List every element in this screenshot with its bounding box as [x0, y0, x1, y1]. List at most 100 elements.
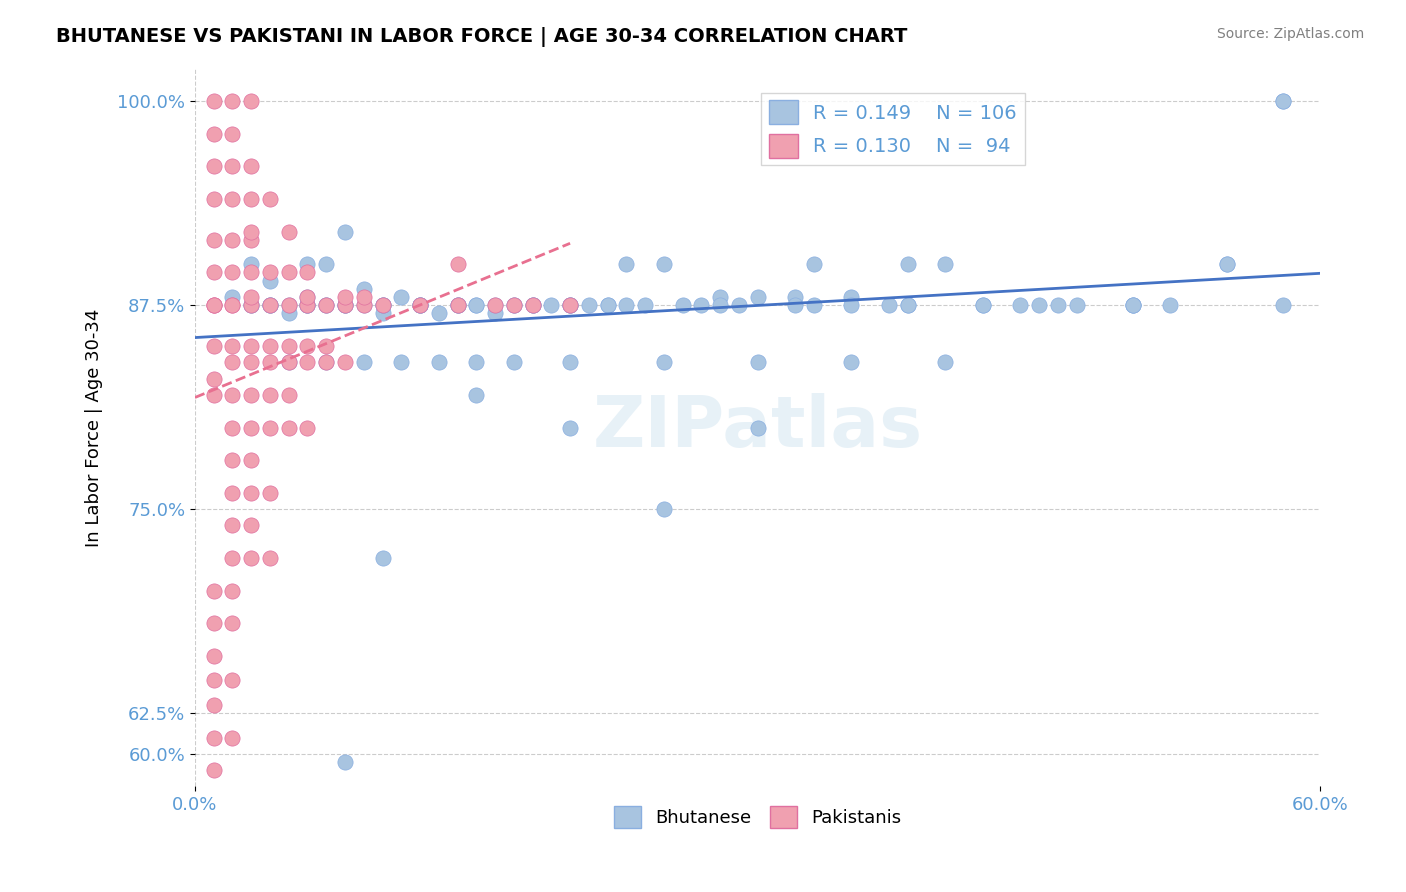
Point — [315, 298, 337, 312]
Point — [484, 298, 506, 312]
Point — [202, 371, 225, 385]
Point — [652, 355, 675, 369]
Point — [259, 298, 281, 312]
Point — [259, 485, 281, 500]
Point — [502, 298, 524, 312]
Point — [221, 485, 243, 500]
Point — [221, 298, 243, 312]
Point — [240, 290, 263, 304]
Point — [277, 306, 299, 320]
Point — [259, 298, 281, 312]
Point — [558, 420, 581, 434]
Point — [277, 388, 299, 402]
Point — [972, 298, 994, 312]
Point — [202, 583, 225, 598]
Point — [240, 298, 263, 312]
Point — [202, 298, 225, 312]
Point — [277, 265, 299, 279]
Point — [446, 298, 468, 312]
Point — [259, 551, 281, 566]
Point — [221, 616, 243, 631]
Point — [240, 298, 263, 312]
Point — [221, 265, 243, 279]
Point — [446, 257, 468, 271]
Point — [1215, 257, 1237, 271]
Point — [221, 420, 243, 434]
Point — [841, 298, 863, 312]
Point — [221, 298, 243, 312]
Point — [652, 502, 675, 516]
Point — [1159, 298, 1181, 312]
Text: BHUTANESE VS PAKISTANI IN LABOR FORCE | AGE 30-34 CORRELATION CHART: BHUTANESE VS PAKISTANI IN LABOR FORCE | … — [56, 27, 908, 46]
Point — [465, 298, 488, 312]
Point — [747, 355, 769, 369]
Point — [803, 257, 825, 271]
Point — [277, 355, 299, 369]
Point — [315, 298, 337, 312]
Point — [202, 648, 225, 663]
Point — [389, 290, 412, 304]
Point — [877, 298, 900, 312]
Point — [333, 298, 356, 312]
Point — [240, 420, 263, 434]
Point — [484, 298, 506, 312]
Point — [202, 233, 225, 247]
Point — [596, 298, 619, 312]
Point — [446, 298, 468, 312]
Point — [240, 192, 263, 206]
Point — [934, 257, 956, 271]
Point — [221, 518, 243, 533]
Point — [614, 257, 637, 271]
Point — [409, 298, 432, 312]
Point — [1215, 257, 1237, 271]
Point — [522, 298, 544, 312]
Point — [240, 518, 263, 533]
Point — [785, 298, 807, 312]
Point — [202, 265, 225, 279]
Point — [240, 160, 263, 174]
Point — [259, 274, 281, 288]
Point — [897, 298, 920, 312]
Point — [502, 298, 524, 312]
Point — [221, 233, 243, 247]
Point — [353, 298, 375, 312]
Point — [221, 453, 243, 467]
Point — [240, 298, 263, 312]
Point — [240, 339, 263, 353]
Point — [596, 298, 619, 312]
Point — [221, 551, 243, 566]
Point — [446, 298, 468, 312]
Point — [558, 298, 581, 312]
Point — [259, 298, 281, 312]
Point — [333, 298, 356, 312]
Point — [221, 192, 243, 206]
Point — [389, 355, 412, 369]
Point — [240, 485, 263, 500]
Point — [315, 355, 337, 369]
Y-axis label: In Labor Force | Age 30-34: In Labor Force | Age 30-34 — [86, 309, 103, 547]
Point — [240, 233, 263, 247]
Point — [353, 282, 375, 296]
Point — [202, 731, 225, 745]
Point — [297, 257, 319, 271]
Point — [333, 298, 356, 312]
Point — [540, 298, 562, 312]
Point — [709, 298, 731, 312]
Point — [465, 298, 488, 312]
Point — [297, 298, 319, 312]
Point — [558, 298, 581, 312]
Point — [578, 298, 600, 312]
Point — [371, 306, 394, 320]
Point — [409, 298, 432, 312]
Point — [202, 192, 225, 206]
Point — [202, 127, 225, 141]
Point — [371, 551, 394, 566]
Point — [634, 298, 657, 312]
Point — [221, 290, 243, 304]
Point — [315, 257, 337, 271]
Point — [522, 298, 544, 312]
Point — [221, 94, 243, 108]
Point — [333, 225, 356, 239]
Point — [297, 298, 319, 312]
Point — [297, 298, 319, 312]
